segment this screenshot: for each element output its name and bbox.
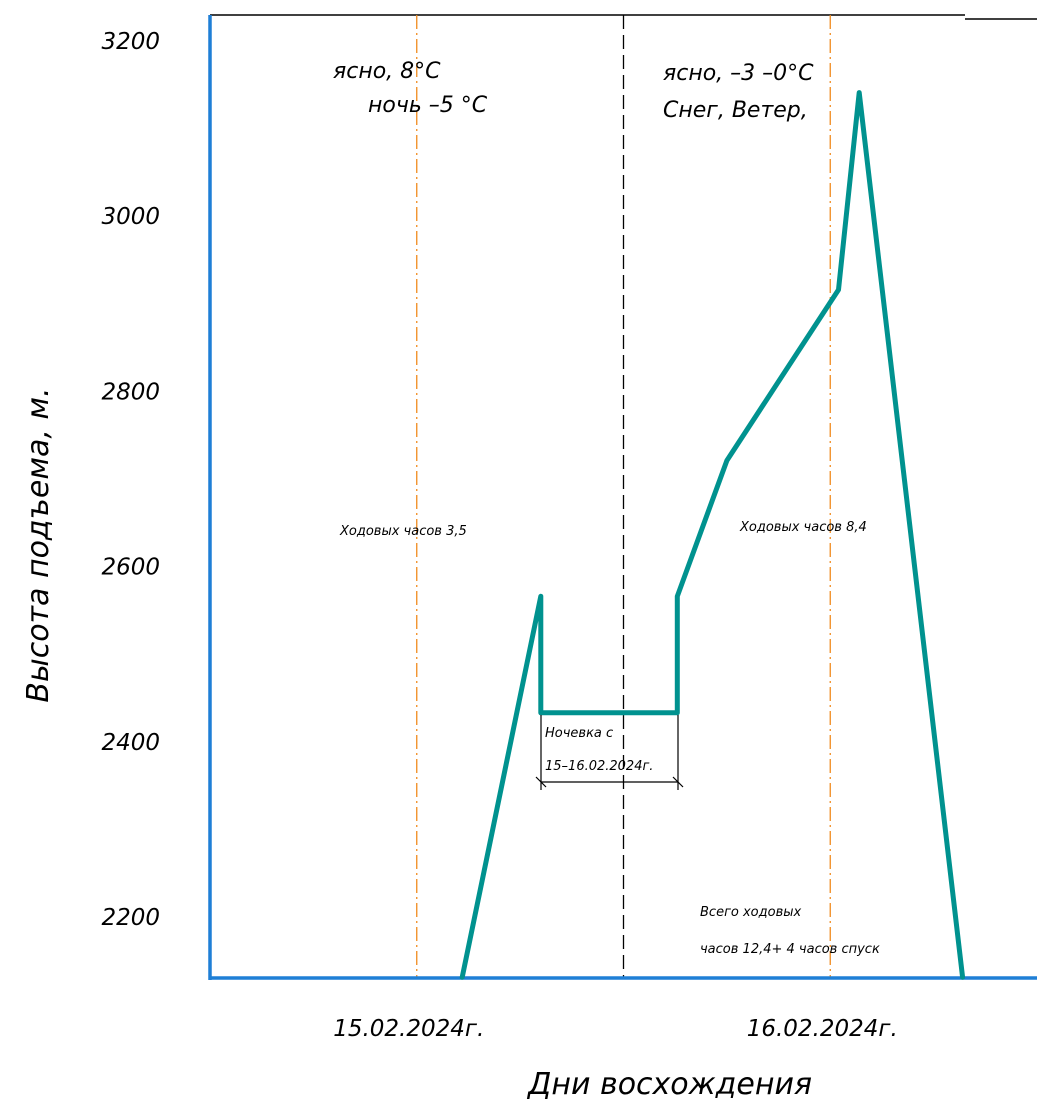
- camp-bracket-tick-right: [672, 776, 684, 788]
- x-tick-labels: 15.02.2024г. 16.02.2024г.: [333, 1016, 898, 1042]
- y-tick-label-2400: 2400: [101, 730, 160, 756]
- x-tick-label-0: 15.02.2024г.: [333, 1016, 484, 1042]
- y-tick-label-2800: 2800: [101, 379, 160, 405]
- y-tick-label-2600: 2600: [101, 555, 160, 581]
- series-group: [459, 90, 966, 980]
- y-axis-title: Высота подъема, м.: [21, 387, 56, 702]
- day2-weather-line2: Снег, Ветер,: [663, 98, 808, 123]
- camp-bracket: [535, 715, 684, 790]
- reference-lines: [416, 15, 831, 978]
- camp-note-line2: 15–16.02.2024г.: [545, 759, 653, 774]
- day2-hours-note: Ходовых часов 8,4: [739, 520, 867, 535]
- y-tick-label-3200: 3200: [101, 29, 160, 55]
- series-line-0: [459, 90, 966, 980]
- total-hours-line2: часов 12,4+ 4 часов спуск: [700, 942, 880, 957]
- y-tick-label-3000: 3000: [101, 204, 160, 230]
- y-tick-labels: 2200 2400 2600 2800 3000 3200: [101, 29, 160, 931]
- day1-hours-note: Ходовых часов 3,5: [339, 524, 467, 539]
- x-tick-label-1: 16.02.2024г.: [747, 1016, 898, 1042]
- day2-weather-line1: ясно, –3 –0°С: [663, 61, 814, 86]
- x-axis-title: Дни восхождения: [526, 1067, 812, 1102]
- y-tick-label-2200: 2200: [101, 905, 160, 931]
- total-hours-line1: Всего ходовых: [700, 905, 801, 920]
- day1-weather-line1: ясно, 8°С: [333, 59, 441, 84]
- camp-note-line1: Ночевка с: [545, 726, 613, 741]
- camp-bracket-tick-left: [535, 776, 547, 788]
- day1-weather-line2: ночь –5 °С: [368, 93, 488, 118]
